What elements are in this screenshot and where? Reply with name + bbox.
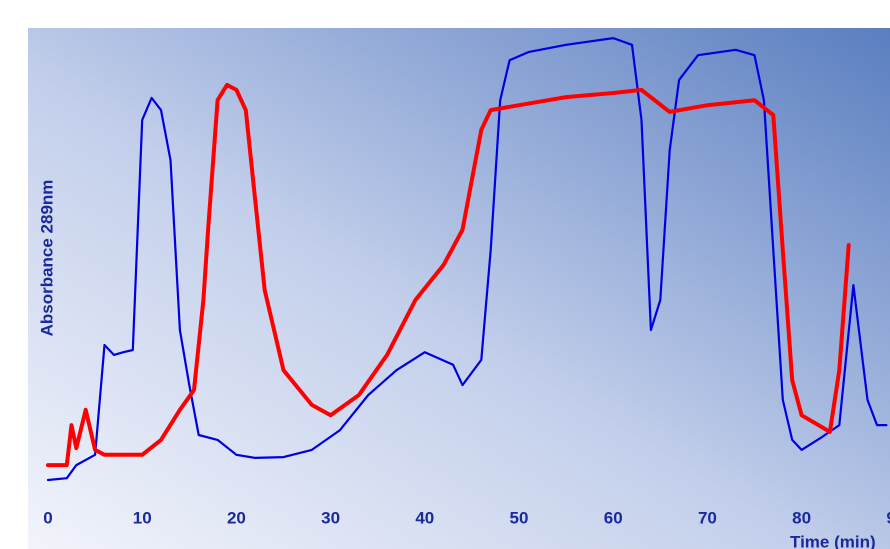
x-tick-label: 80: [792, 508, 811, 527]
x-tick-label: 70: [698, 508, 717, 527]
x-tick-label: 10: [133, 508, 152, 527]
data-line: [46, 82, 851, 468]
x-tick-label: 20: [227, 508, 246, 527]
x-axis-label: Time (min): [790, 532, 876, 549]
x-tick-label: 90: [886, 508, 890, 527]
data-line: [46, 37, 888, 482]
x-tick-label: 0: [43, 508, 52, 527]
x-tick-label: 30: [321, 508, 340, 527]
plot-background: [28, 28, 890, 549]
y-axis-label: Absorbance 289nm: [37, 180, 56, 337]
x-tick-label: 40: [415, 508, 434, 527]
x-tick-label: 50: [510, 508, 529, 527]
x-tick-label: 60: [604, 508, 623, 527]
